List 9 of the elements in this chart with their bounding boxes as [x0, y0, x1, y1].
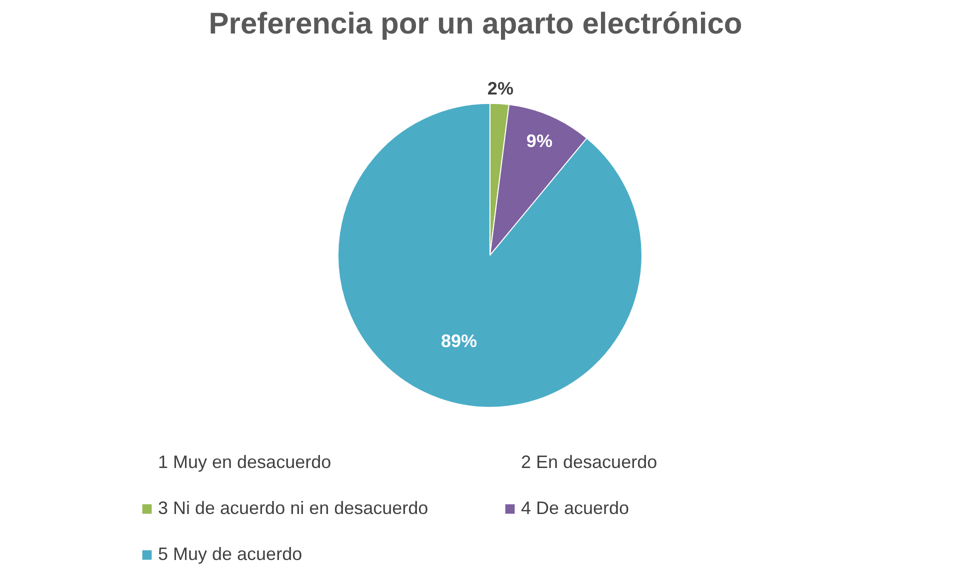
legend-label: 3 Ni de acuerdo ni en desacuerdo	[158, 498, 430, 519]
data-label: 89%	[441, 331, 478, 352]
data-label: 9%	[526, 130, 552, 151]
data-label: 2%	[487, 78, 514, 98]
chart-title: Preferencia por un aparto electrónico	[208, 8, 742, 40]
legend-label: 4 De acuerdo	[521, 498, 630, 519]
legend-label: 5 Muy de acuerdo	[158, 544, 304, 565]
category-label: 1 Muy en desacuerdo	[158, 452, 332, 472]
category-label: 2 En desacuerdo	[521, 452, 658, 472]
